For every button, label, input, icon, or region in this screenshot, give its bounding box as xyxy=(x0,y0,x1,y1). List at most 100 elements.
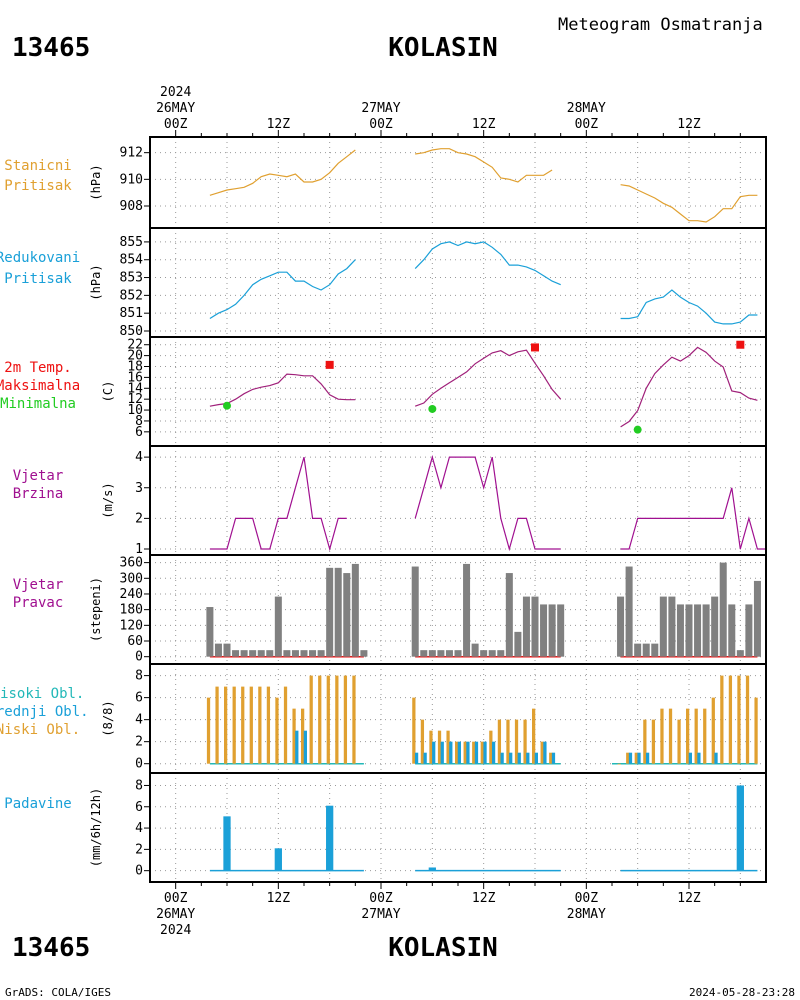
data-bar xyxy=(543,741,547,764)
data-bar xyxy=(506,719,510,764)
data-bar xyxy=(258,686,262,764)
data-bar xyxy=(454,650,462,657)
panel-side-label: Stanicni xyxy=(4,158,71,174)
x-tick-label-top: 28MAY xyxy=(567,101,606,116)
data-bar xyxy=(480,650,488,657)
data-bar xyxy=(334,567,342,657)
y-axis-label: (mm/6h/12h) xyxy=(89,788,103,867)
data-bar xyxy=(745,604,753,657)
data-bar xyxy=(497,650,505,657)
data-bar xyxy=(206,697,211,764)
data-bar xyxy=(326,805,334,871)
data-bar xyxy=(432,741,436,764)
y-tick-label: 850 xyxy=(120,324,143,339)
data-bar xyxy=(309,675,313,764)
station-name-top: KOLASIN xyxy=(388,33,498,63)
y-axis-label: (stepeni) xyxy=(89,577,103,642)
y-tick-label: 851 xyxy=(120,306,143,321)
data-bar xyxy=(283,650,291,657)
panel-side-label: Pritisak xyxy=(4,178,72,194)
data-bar xyxy=(429,730,433,764)
data-bar xyxy=(645,752,650,764)
data-bar xyxy=(480,741,484,764)
data-bar xyxy=(642,643,650,657)
panel-side-label: Vjetar xyxy=(13,577,64,593)
data-bar xyxy=(215,686,219,764)
data-bar xyxy=(534,752,538,764)
x-tick-label-top: 12Z xyxy=(677,117,701,132)
data-bar xyxy=(249,650,257,657)
y-tick-label: 2 xyxy=(135,842,143,857)
y-tick-label: 853 xyxy=(120,271,143,286)
data-bar xyxy=(549,752,553,764)
panel-side-label: 2m Temp. xyxy=(4,360,71,376)
data-bar xyxy=(274,596,282,657)
data-bar xyxy=(274,848,282,871)
data-bar xyxy=(343,675,348,764)
series-line xyxy=(620,346,758,428)
panel-side-label: Visoki Obl. xyxy=(0,686,84,702)
data-bar xyxy=(440,741,444,764)
data-bar xyxy=(745,675,750,764)
data-bar xyxy=(300,650,308,657)
x-tick-label-bottom: 12Z xyxy=(677,891,701,906)
panel-frame xyxy=(149,136,767,229)
data-bar xyxy=(651,643,659,657)
data-bar xyxy=(232,686,236,764)
data-bar xyxy=(301,708,305,764)
data-bar xyxy=(659,596,667,657)
data-bar xyxy=(232,650,240,657)
data-bar xyxy=(540,741,544,764)
data-bar xyxy=(463,741,467,764)
tmin-marker xyxy=(428,404,437,413)
station-id-bottom: 13465 xyxy=(12,933,90,963)
data-bar xyxy=(720,675,724,764)
data-bar xyxy=(617,763,621,765)
data-bar xyxy=(428,650,436,657)
data-bar xyxy=(491,741,496,764)
tmax-marker xyxy=(531,343,539,352)
data-bar xyxy=(634,643,642,657)
data-bar xyxy=(474,741,479,764)
y-axis-label: (hPa) xyxy=(89,164,103,200)
data-bar xyxy=(343,573,351,657)
data-bar xyxy=(532,708,536,764)
data-bar xyxy=(420,650,428,657)
data-bar xyxy=(335,675,339,764)
data-bar xyxy=(283,686,288,764)
x-tick-label-top: 00Z xyxy=(575,117,599,132)
series-line xyxy=(209,373,356,407)
y-tick-label: 6 xyxy=(135,800,143,815)
data-bar xyxy=(728,604,736,657)
x-tick-label-bottom: 00Z xyxy=(164,891,188,906)
x-tick-label-bottom: 26MAY xyxy=(156,907,195,922)
data-bar xyxy=(455,741,459,764)
panel-side-label: Niski Obl. xyxy=(0,722,80,738)
data-bar xyxy=(660,708,664,764)
y-tick-label: 20 xyxy=(127,349,143,364)
data-bar xyxy=(686,708,690,764)
data-bar xyxy=(737,675,741,764)
data-bar xyxy=(318,675,322,764)
data-bar xyxy=(223,816,231,871)
series-line xyxy=(209,149,356,196)
data-bar xyxy=(728,675,733,764)
series-line xyxy=(620,289,758,325)
data-bar xyxy=(540,604,548,657)
data-bar xyxy=(412,697,416,764)
station-id-top: 13465 xyxy=(12,33,90,63)
series-line xyxy=(620,184,758,223)
data-bar xyxy=(326,567,334,657)
data-bar xyxy=(625,566,633,657)
product-title: Meteogram Osmatranja xyxy=(558,15,763,35)
data-bar xyxy=(303,730,307,764)
data-bar xyxy=(694,708,698,764)
panel-frame xyxy=(149,227,767,338)
data-bar xyxy=(548,604,556,657)
panel-frame xyxy=(149,445,767,556)
data-bar xyxy=(526,752,530,764)
y-tick-label: 2 xyxy=(135,511,143,526)
data-bar xyxy=(531,596,539,657)
series-line xyxy=(414,454,561,552)
data-bar xyxy=(714,752,718,764)
